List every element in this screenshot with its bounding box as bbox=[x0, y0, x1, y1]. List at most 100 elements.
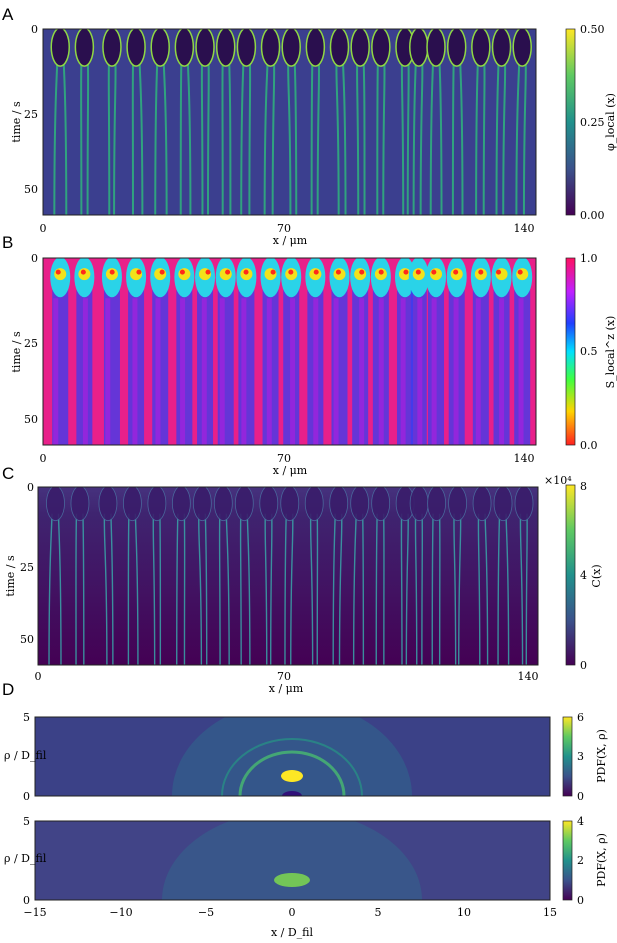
panel-c-filament bbox=[110, 513, 114, 665]
panel-b-droplet-hotspot bbox=[80, 269, 86, 275]
panel-d-xtick: −10 bbox=[109, 906, 132, 919]
panel-c-ylabel: time / s bbox=[4, 555, 17, 597]
panel-label-d: D bbox=[2, 680, 14, 699]
panel-d-top-colorbar bbox=[562, 716, 573, 797]
panel-a-filament bbox=[154, 61, 159, 215]
panel-b-ytick: 50 bbox=[24, 413, 38, 426]
panel-a-filament bbox=[107, 61, 111, 215]
panel-b-droplet-core bbox=[430, 268, 443, 281]
panel-a-filament bbox=[475, 61, 479, 215]
panel-d-bottom-cbar-tick: 2 bbox=[577, 854, 584, 867]
panel-a-filament bbox=[412, 61, 417, 215]
panel-c-droplet bbox=[147, 487, 167, 522]
panel-c-filament bbox=[284, 513, 287, 665]
panel-b-droplet-core bbox=[54, 268, 67, 281]
panel-c-droplet bbox=[427, 487, 446, 522]
panel-b-ytick: 25 bbox=[24, 337, 38, 350]
panel-a-filament bbox=[240, 61, 245, 215]
panel-c-droplet bbox=[409, 487, 429, 522]
panel-a-filament bbox=[186, 61, 192, 215]
panel-b-column bbox=[472, 290, 489, 445]
panel-b-droplet-hotspot bbox=[453, 269, 459, 275]
panel-b-column-streak bbox=[290, 298, 296, 445]
panel-c-ytick: 0 bbox=[27, 481, 34, 494]
panel-a-droplet bbox=[126, 29, 146, 67]
panel-b-column-streak bbox=[155, 298, 161, 445]
panel-c-filament bbox=[290, 513, 294, 665]
panel-c-filament bbox=[431, 513, 434, 665]
panel-d-xtick: −5 bbox=[198, 906, 214, 919]
panel-a-ylabel: time / s bbox=[10, 101, 23, 143]
panel-b-droplet-hotspot bbox=[496, 269, 502, 275]
panel-b-column-streak bbox=[219, 298, 225, 445]
panel-c-filament bbox=[525, 513, 528, 665]
panel-b-column-streak bbox=[241, 298, 247, 445]
panel-c-droplet bbox=[448, 487, 467, 522]
panel-c-filament bbox=[198, 513, 203, 665]
panel-b-column-streak bbox=[105, 298, 111, 445]
panel-b-droplet-hotspot bbox=[205, 269, 211, 275]
panel-a-xtick: 140 bbox=[514, 222, 535, 235]
panel-c-filament bbox=[225, 513, 230, 665]
panel-d-top-cbar-tick: 6 bbox=[577, 711, 584, 724]
panel-c-filament bbox=[477, 513, 481, 665]
panel-d-bottom-cbar-tick: 4 bbox=[577, 815, 584, 828]
panel-a-droplet bbox=[426, 29, 446, 67]
panel-d-xtick: 10 bbox=[457, 906, 471, 919]
panel-a-droplet bbox=[215, 29, 236, 67]
panel-c-xtick: 140 bbox=[518, 670, 539, 683]
panel-c-cbar-tick: 4 bbox=[580, 569, 587, 582]
panel-d-top-ylabel: ρ / D_fil bbox=[4, 749, 47, 762]
panel-a-filament bbox=[206, 61, 210, 215]
panel-c-cbar-tick: 0 bbox=[580, 659, 587, 672]
panel-a-filament bbox=[438, 61, 443, 215]
panel-b-droplet-hotspot bbox=[225, 269, 231, 275]
panel-d-bottom-colorbar bbox=[562, 820, 573, 901]
panel-c-droplet bbox=[171, 487, 191, 522]
panel-a-filament bbox=[310, 61, 314, 215]
panel-c-filament bbox=[239, 513, 242, 665]
panel-b-colorbar bbox=[565, 257, 576, 446]
panel-b-droplet-core bbox=[516, 268, 529, 281]
panel-a-ytick: 0 bbox=[31, 23, 38, 36]
panel-c-droplet bbox=[46, 487, 65, 522]
panel-b-column-streak bbox=[378, 298, 384, 445]
panel-d-bottom-ytick: 0 bbox=[23, 894, 30, 907]
panel-c-filament bbox=[361, 513, 365, 665]
panel-c-droplet bbox=[304, 487, 324, 522]
panel-d-top-ytick: 5 bbox=[23, 711, 30, 724]
panel-c-filament bbox=[218, 513, 221, 665]
panel-c-droplet bbox=[98, 487, 118, 522]
panel-d-xtick: −15 bbox=[23, 906, 46, 919]
panel-a-filament bbox=[179, 61, 183, 215]
panel-c-filament bbox=[103, 513, 108, 665]
panel-b-column-streak bbox=[333, 298, 339, 445]
panel-c-xtick: 0 bbox=[35, 670, 42, 683]
panel-c-filament bbox=[458, 513, 462, 665]
panel-d-top-cbar-tick: 3 bbox=[577, 750, 584, 763]
panel-b-column-streak bbox=[400, 298, 406, 445]
panel-c-filament bbox=[48, 513, 53, 665]
panel-c-droplet bbox=[192, 487, 212, 522]
panel-b-cbar-tick: 0.0 bbox=[580, 439, 598, 452]
panel-b-colorbar-label: S_local^z (x) bbox=[604, 316, 617, 389]
panel-b-column-streak bbox=[475, 298, 481, 445]
panel-d-top-ytick: 0 bbox=[23, 790, 30, 803]
panel-a-droplet bbox=[329, 29, 350, 67]
panel-a-filament bbox=[502, 61, 507, 215]
panel-b-droplet-hotspot bbox=[136, 269, 142, 275]
panel-a-filament bbox=[419, 61, 424, 215]
panel-label-a: A bbox=[2, 5, 14, 24]
panel-b-droplet-hotspot bbox=[313, 269, 319, 275]
panel-b-droplet-core bbox=[154, 268, 167, 281]
panel-c-droplet bbox=[259, 487, 279, 522]
panel-c-droplet bbox=[371, 487, 391, 522]
panel-b-cbar-tick: 1.0 bbox=[580, 252, 598, 265]
panel-d-top-cbar-tick: 0 bbox=[577, 790, 584, 803]
panel-b-droplet-hotspot bbox=[415, 269, 421, 275]
panel-b-column-streak bbox=[313, 298, 319, 445]
panel-a-colorbar bbox=[565, 28, 576, 216]
panel-a-filament bbox=[62, 61, 68, 215]
panel-b-droplet-core bbox=[219, 268, 232, 281]
